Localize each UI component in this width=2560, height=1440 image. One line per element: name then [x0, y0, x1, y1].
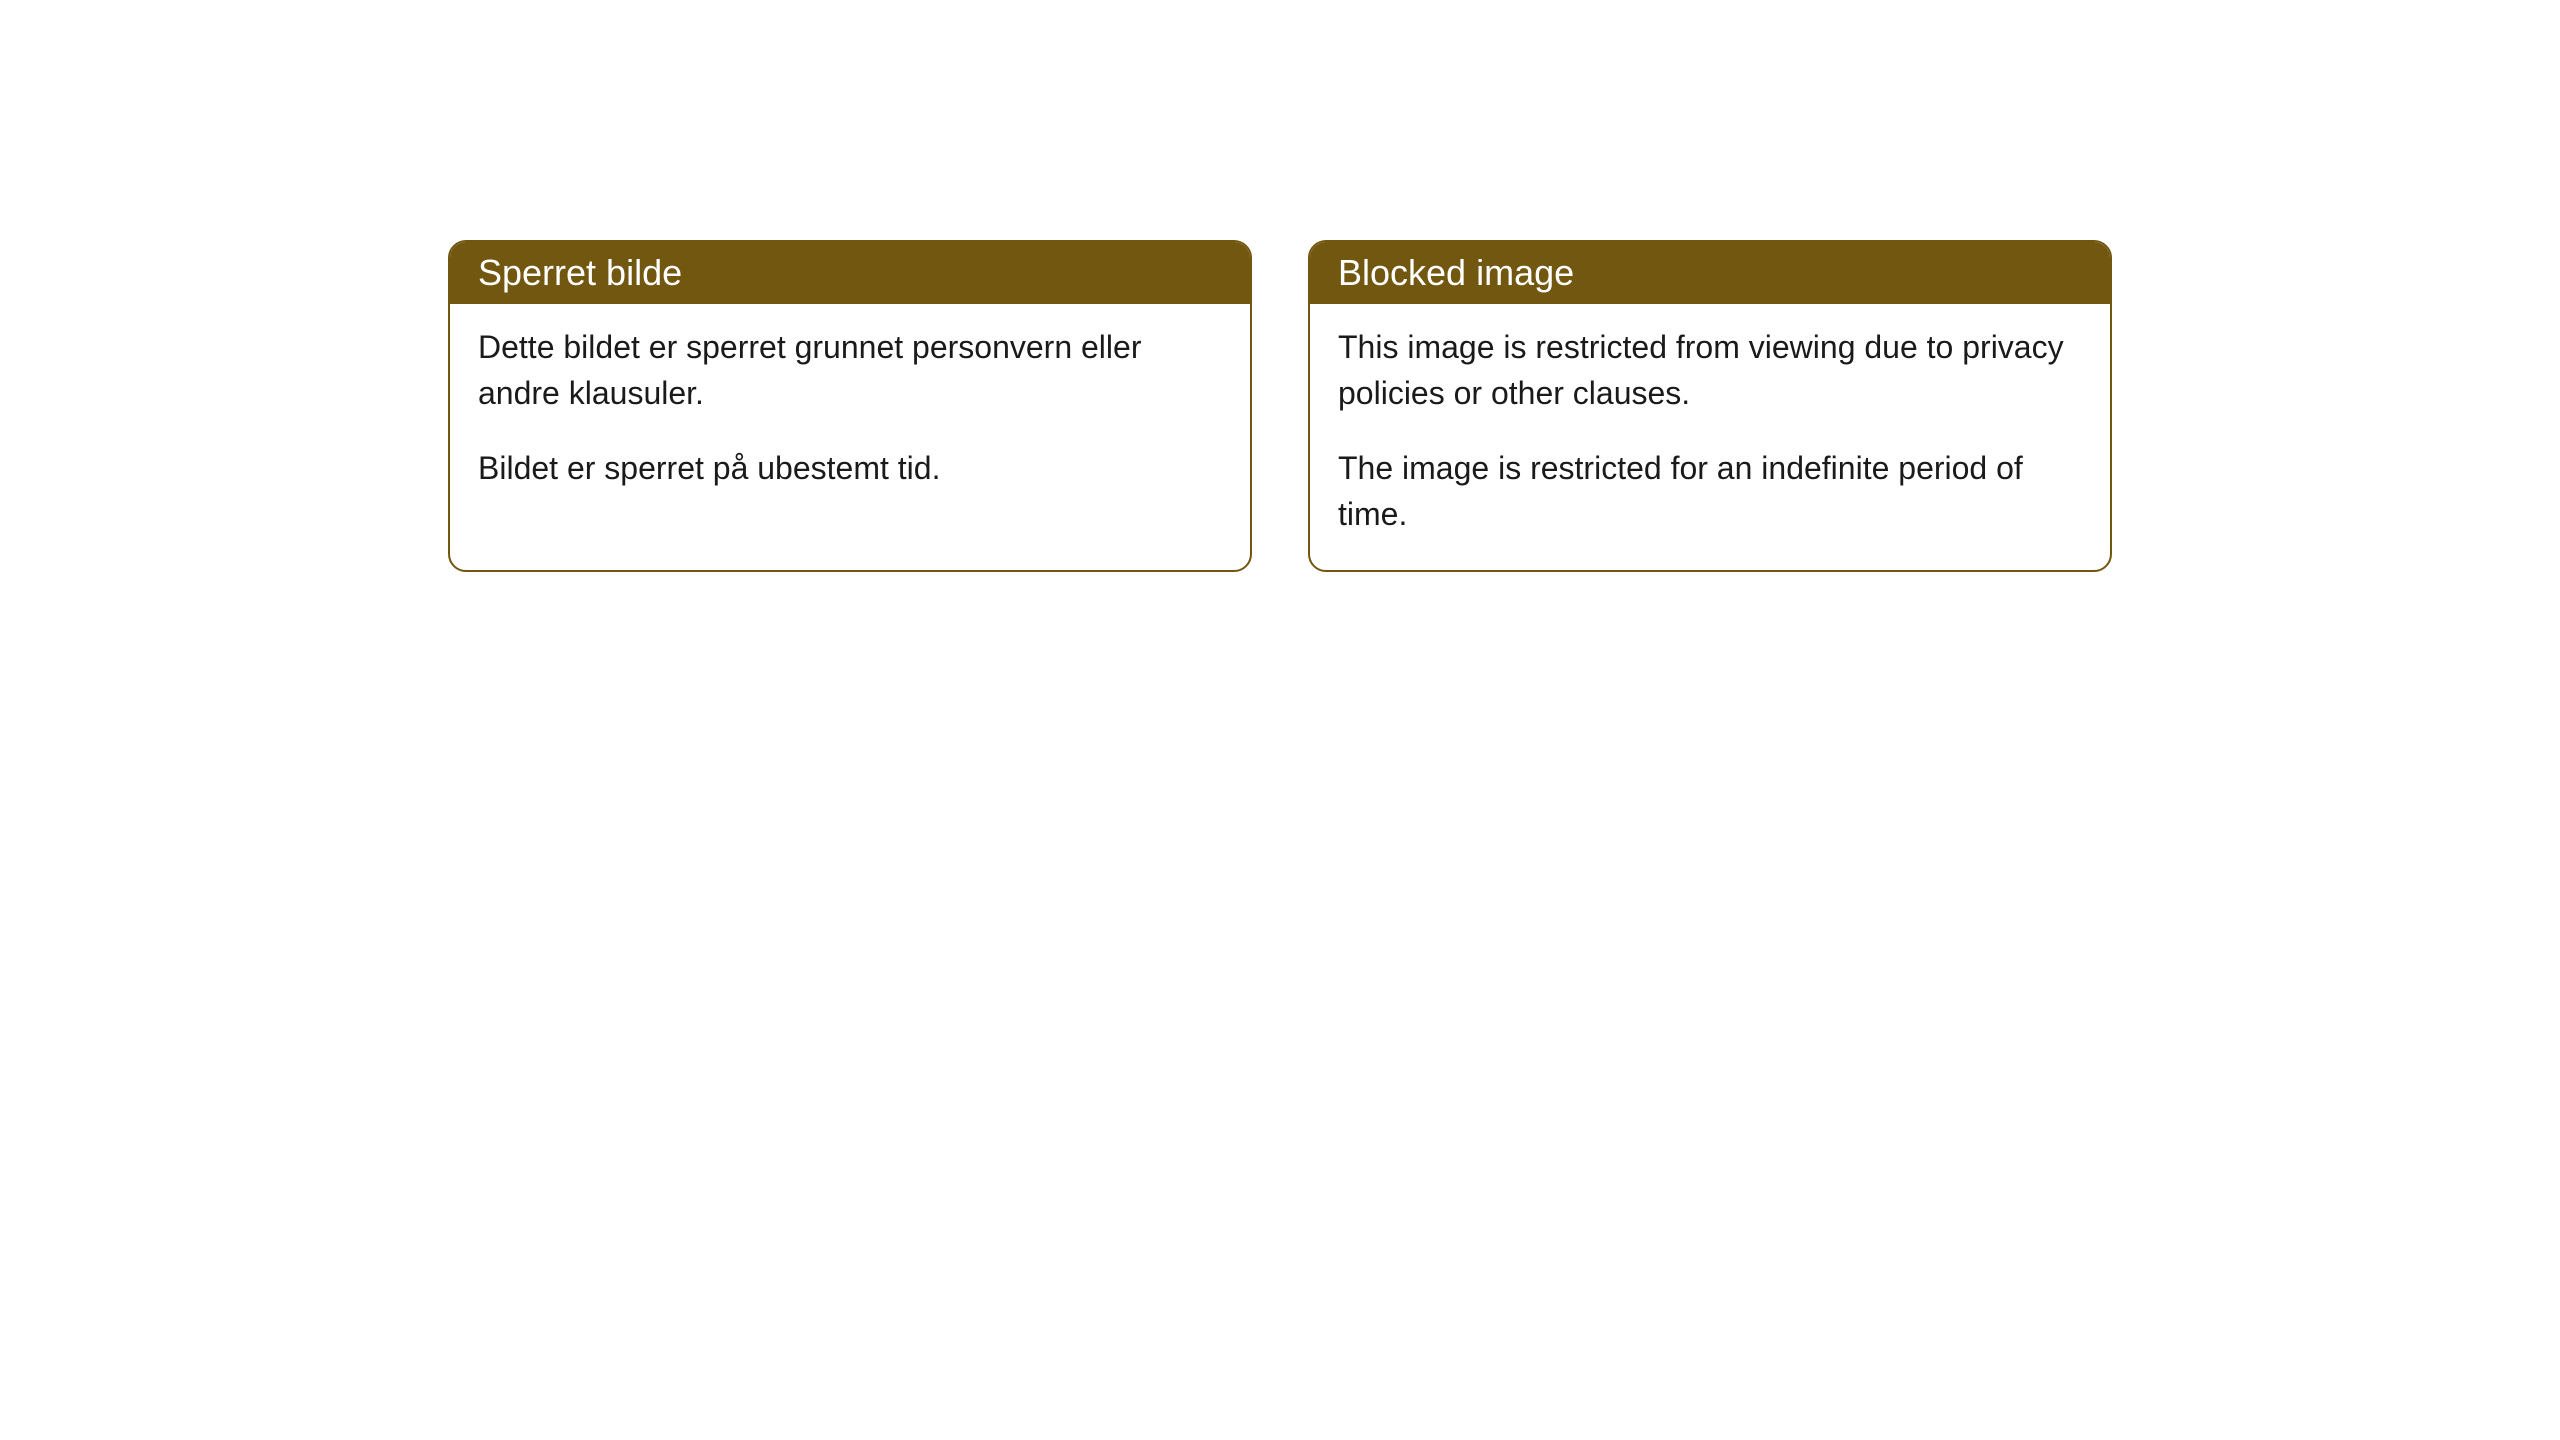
notice-paragraph: This image is restricted from viewing du… [1338, 324, 2082, 417]
notice-card-body: This image is restricted from viewing du… [1310, 304, 2110, 570]
notice-card-body: Dette bildet er sperret grunnet personve… [450, 304, 1250, 523]
notice-paragraph: Dette bildet er sperret grunnet personve… [478, 324, 1222, 417]
notice-card-norwegian: Sperret bilde Dette bildet er sperret gr… [448, 240, 1252, 572]
notice-paragraph: The image is restricted for an indefinit… [1338, 445, 2082, 538]
notice-card-title: Sperret bilde [478, 252, 682, 293]
notice-paragraph: Bildet er sperret på ubestemt tid. [478, 445, 1222, 491]
notice-cards-container: Sperret bilde Dette bildet er sperret gr… [448, 240, 2112, 572]
notice-card-header: Blocked image [1310, 242, 2110, 304]
notice-card-title: Blocked image [1338, 252, 1574, 293]
notice-card-english: Blocked image This image is restricted f… [1308, 240, 2112, 572]
notice-card-header: Sperret bilde [450, 242, 1250, 304]
